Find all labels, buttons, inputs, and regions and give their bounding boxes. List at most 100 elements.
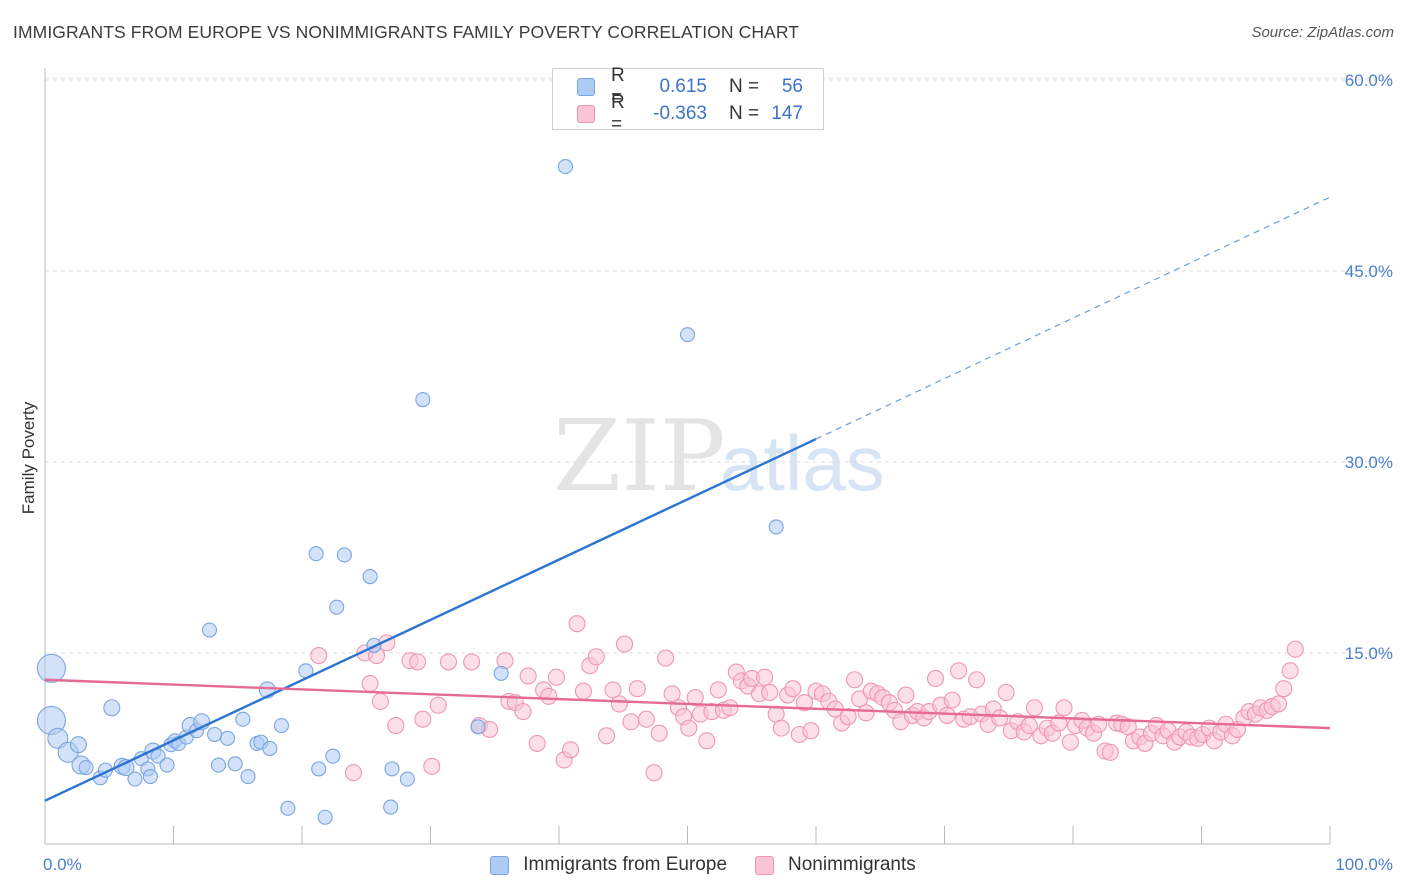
europe-point bbox=[103, 699, 121, 717]
nonimmigrants-point bbox=[839, 708, 857, 726]
europe-point bbox=[36, 653, 66, 683]
europe-point bbox=[210, 757, 227, 773]
nonimmigrants-point bbox=[547, 668, 565, 686]
europe-point bbox=[207, 726, 223, 743]
nonimmigrants-point bbox=[645, 764, 663, 782]
legend-swatch-europe bbox=[577, 78, 595, 96]
chart-title: IMMIGRANTS FROM EUROPE VS NONIMMIGRANTS … bbox=[13, 22, 800, 42]
europe-point bbox=[308, 546, 324, 562]
nonimmigrants-point bbox=[1275, 680, 1293, 698]
europe-point bbox=[336, 547, 352, 563]
nonimmigrants-point bbox=[1055, 699, 1073, 717]
correlation-legend: R = 0.615 N = 56 R = -0.363 N = 147 bbox=[552, 65, 824, 135]
nonimmigrants-point bbox=[574, 682, 592, 700]
nonimmigrants-point bbox=[371, 692, 389, 710]
nonimmigrants-point bbox=[721, 699, 739, 717]
y-axis-label: Family Poverty bbox=[19, 401, 38, 514]
europe-point bbox=[273, 718, 289, 734]
nonimmigrants-point bbox=[795, 694, 813, 712]
europe-point bbox=[384, 761, 400, 777]
nonimmigrants-point bbox=[414, 710, 432, 728]
legend-r-value: 0.615 bbox=[659, 76, 707, 97]
nonimmigrants-point bbox=[926, 669, 945, 688]
y-tick-label: 15.0% bbox=[1345, 644, 1393, 663]
legend-n-label: N = bbox=[729, 76, 760, 97]
europe-point bbox=[142, 768, 158, 785]
europe-point bbox=[201, 622, 218, 638]
nonimmigrants-points bbox=[310, 615, 1304, 782]
europe-point bbox=[329, 599, 345, 615]
nonimmigrants-point bbox=[387, 717, 405, 735]
watermark-zip: ZIP bbox=[553, 400, 726, 514]
nonimmigrants-point bbox=[514, 703, 532, 721]
nonimmigrants-point bbox=[950, 662, 968, 680]
europe-trend-extension bbox=[815, 196, 1331, 440]
nonimmigrants-point bbox=[657, 649, 675, 667]
watermark-atlas: atlas bbox=[720, 419, 885, 507]
nonimmigrants-point bbox=[423, 757, 441, 775]
nonimmigrants-point bbox=[622, 713, 640, 731]
grid-lines bbox=[45, 77, 1392, 654]
europe-point bbox=[235, 711, 251, 727]
nonimmigrants-point bbox=[463, 653, 481, 671]
nonimmigrants-point bbox=[968, 671, 986, 689]
europe-point bbox=[362, 569, 378, 585]
y-tick-label: 60.0% bbox=[1345, 71, 1393, 90]
legend-item-europe[interactable]: Immigrants from Europe bbox=[490, 854, 727, 876]
nonimmigrants-point bbox=[310, 646, 328, 665]
legend-swatch-europe bbox=[490, 855, 510, 875]
europe-point bbox=[78, 760, 94, 776]
europe-point bbox=[262, 740, 278, 757]
watermark: ZIP atlas bbox=[553, 400, 885, 514]
nonimmigrants-point bbox=[562, 741, 580, 759]
legend-r-label: R = bbox=[611, 65, 625, 108]
europe-point bbox=[493, 665, 509, 681]
europe-point bbox=[150, 748, 166, 764]
trend-lines bbox=[44, 196, 1331, 802]
y-tick-label: 45.0% bbox=[1345, 262, 1393, 281]
legend-swatch-nonimmigrants bbox=[577, 105, 595, 123]
x-tick-label: 0.0% bbox=[43, 855, 82, 874]
europe-point bbox=[317, 809, 333, 825]
x-tick-labels: 0.0% 100.0% bbox=[43, 855, 1393, 874]
nonimmigrants-point bbox=[1061, 733, 1079, 751]
nonimmigrants-point bbox=[845, 671, 864, 689]
europe-point bbox=[399, 771, 415, 787]
nonimmigrants-point bbox=[615, 635, 634, 653]
y-tick-label: 30.0% bbox=[1345, 453, 1393, 472]
source-label: Source: ZipAtlas.com bbox=[1251, 24, 1394, 41]
legend-swatch-nonimmigrants bbox=[755, 855, 775, 875]
legend-row-nonimmigrants: R = -0.363 N = 147 bbox=[577, 92, 803, 135]
europe-point bbox=[383, 799, 399, 815]
nonimmigrants-point bbox=[709, 681, 727, 699]
nonimmigrants-point bbox=[637, 710, 655, 728]
legend-label-nonimmigrants: Nonimmigrants bbox=[788, 854, 916, 875]
nonimmigrants-point bbox=[429, 696, 447, 714]
legend-n-label: N = bbox=[729, 103, 760, 124]
legend-item-nonimmigrants[interactable]: Nonimmigrants bbox=[755, 854, 916, 876]
europe-point bbox=[219, 730, 236, 746]
nonimmigrants-point bbox=[519, 667, 537, 685]
nonimmigrants-point bbox=[597, 727, 616, 745]
nonimmigrants-point bbox=[943, 691, 961, 709]
europe-point bbox=[557, 159, 573, 175]
nonimmigrants-point bbox=[568, 615, 586, 633]
europe-point bbox=[280, 800, 296, 816]
series-legend: Immigrants from Europe Nonimmigrants bbox=[0, 851, 1406, 879]
nonimmigrants-point bbox=[409, 653, 427, 671]
nonimmigrants-point bbox=[772, 719, 790, 737]
nonimmigrants-point bbox=[528, 734, 546, 752]
nonimmigrants-point bbox=[991, 709, 1009, 727]
legend-r-label: R = bbox=[611, 92, 625, 135]
nonimmigrants-point bbox=[784, 680, 802, 698]
europe-point bbox=[127, 771, 143, 787]
nonimmigrants-point bbox=[761, 683, 779, 702]
europe-point bbox=[325, 748, 341, 764]
nonimmigrants-point bbox=[686, 689, 704, 707]
nonimmigrants-point bbox=[610, 695, 628, 713]
europe-point bbox=[768, 519, 784, 535]
europe-trend-line bbox=[44, 437, 817, 802]
nonimmigrants-point bbox=[604, 681, 622, 699]
europe-point bbox=[415, 392, 431, 408]
